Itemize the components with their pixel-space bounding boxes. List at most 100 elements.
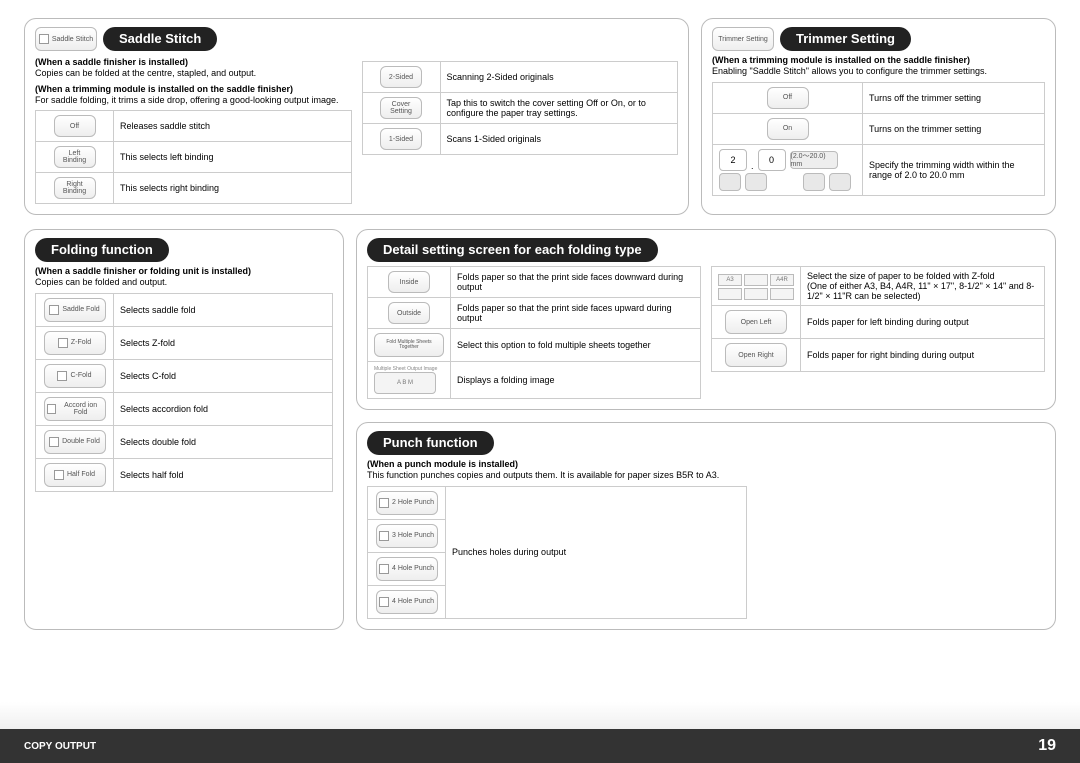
table-row: Accord ion Fold Selects accordion fold (36, 392, 333, 425)
desc: Selects Z-fold (114, 326, 333, 359)
footer-section: COPY OUTPUT (24, 741, 96, 752)
desc: Selects accordion fold (114, 392, 333, 425)
trimmer-off-chip: Off (767, 87, 809, 109)
punch-icon (379, 531, 389, 541)
desc: Select this option to fold multiple shee… (451, 329, 701, 362)
table-row: Z-Fold Selects Z-fold (36, 326, 333, 359)
saddle-stitch-chip: Saddle Stitch (35, 27, 97, 51)
info-icon (39, 34, 49, 44)
desc: Folds paper for right binding during out… (801, 339, 1045, 372)
c-fold-chip: C-Fold (44, 364, 106, 388)
trim-width-widget: 2 . 0 (2.0～20.0) mm (719, 149, 856, 171)
increment-button (829, 173, 851, 191)
note: (When a saddle finisher is installed)Cop… (35, 57, 352, 80)
note: (When a trimming module is installed on … (712, 55, 1045, 78)
1sided-chip: 1-Sided (380, 128, 422, 150)
table-row: A3A4R Select the size of paper to be fol… (712, 267, 1045, 306)
table-row: Open LeftFolds paper for left binding du… (712, 306, 1045, 339)
note: (When a saddle finisher or folding unit … (35, 266, 333, 289)
desc: Folds paper so that the print side faces… (451, 298, 701, 329)
table-row: Half Fold Selects half fold (36, 458, 333, 491)
table-row: InsideFolds paper so that the print side… (368, 267, 701, 298)
page-footer: COPY OUTPUT 19 (0, 729, 1080, 763)
decrement-button (803, 173, 825, 191)
table-row: Outside Folds paper so that the print sid… (368, 298, 701, 329)
chip-label: Saddle Stitch (52, 36, 93, 43)
desc: Select the size of paper to be folded wi… (801, 267, 1045, 306)
punch-function-title: Punch function (367, 431, 494, 455)
trimmer-setting-title: Trimmer Setting (780, 27, 911, 51)
fold-icon (47, 404, 56, 414)
fold-multiple-chip: Fold Multiple Sheets Together (374, 333, 444, 357)
table-row: Saddle FoldSelects saddle fold (36, 293, 333, 326)
saddle-stitch-title: Saddle Stitch (103, 27, 217, 51)
punch-table: 2 Hole PunchPunches holes during output … (367, 486, 747, 619)
trimmer-on-chip: On (767, 118, 809, 140)
3hole-punch-chip: 3 Hole Punch (376, 524, 438, 548)
page-number: 19 (1038, 737, 1056, 755)
detail-right-table: A3A4R Select the size of paper to be fol… (711, 266, 1045, 372)
punch-icon (379, 564, 389, 574)
fold-icon (49, 305, 59, 315)
punch-icon (379, 597, 389, 607)
z-fold-chip: Z-Fold (44, 331, 106, 355)
table-row: Double FoldSelects double fold (36, 425, 333, 458)
decrement-button (719, 173, 741, 191)
row-1: Saddle Stitch Saddle Stitch (When a sadd… (24, 18, 1056, 215)
saddle-right-table: 2-Sided Scanning 2-Sided originals Cover … (362, 61, 679, 155)
2sided-chip: 2-Sided (380, 66, 422, 88)
trimmer-setting-chip: Trimmer Setting (712, 27, 774, 51)
off-chip: Off (54, 115, 96, 137)
left-binding-chip: Left Binding (54, 146, 96, 168)
saddle-fold-chip: Saddle Fold (44, 298, 106, 322)
desc: Releases saddle stitch (114, 111, 352, 142)
row-2: Folding function (When a saddle finisher… (24, 229, 1056, 630)
detail-setting-title: Detail setting screen for each folding t… (367, 238, 658, 262)
desc: Selects C-fold (114, 359, 333, 392)
desc: This selects left binding (114, 142, 352, 173)
desc: Selects half fold (114, 458, 333, 491)
table-row: Off Turns off the trimmer setting (713, 82, 1045, 113)
table-row: 2 . 0 (2.0～20.0) mm Spe (713, 144, 1045, 195)
desc: Specify the trimming width within the ra… (863, 144, 1045, 195)
table-row: Cover SettingTap this to switch the cove… (362, 93, 678, 124)
note: (When a trimming module is installed on … (35, 84, 352, 107)
fold-icon (49, 437, 59, 447)
desc: Selects double fold (114, 425, 333, 458)
trimmer-table: Off Turns off the trimmer setting On Turns… (712, 82, 1045, 196)
increment-button (745, 173, 767, 191)
desc: Displays a folding image (451, 362, 701, 399)
inside-chip: Inside (388, 271, 430, 293)
desc: Scanning 2-Sided originals (440, 62, 678, 93)
saddle-left-table: Off Releases saddle stitch Left Binding Th… (35, 110, 352, 204)
table-row: C-Fold Selects C-fold (36, 359, 333, 392)
desc: This selects right binding (114, 173, 352, 204)
folding-image-preview: A B M (374, 372, 436, 394)
table-row: Multiple Sheet Output Image A B M Displa… (368, 362, 701, 399)
fold-icon (57, 371, 67, 381)
folding-function-card: Folding function (When a saddle finisher… (24, 229, 344, 630)
folding-table: Saddle FoldSelects saddle fold Z-Fold Sel… (35, 293, 333, 492)
open-right-chip: Open Right (725, 343, 787, 367)
desc: Turns on the trimmer setting (863, 113, 1045, 144)
4hole-punch-chip: 4 Hole Punch (376, 557, 438, 581)
trim-val2: 0 (758, 149, 786, 171)
punch-icon (379, 498, 389, 508)
4hole-punch-chip-2: 4 Hole Punch (376, 590, 438, 614)
accordion-fold-chip: Accord ion Fold (44, 397, 106, 421)
right-binding-chip: Right Binding (54, 177, 96, 199)
table-row: Off Releases saddle stitch (36, 111, 352, 142)
outside-chip: Outside (388, 302, 430, 324)
paper-size-selector: A3A4R (718, 274, 794, 286)
img-label: Multiple Sheet Output Image (374, 366, 444, 372)
desc: Turns off the trimmer setting (863, 82, 1045, 113)
detail-left-table: Inside Folds paper so that the print side… (367, 266, 701, 399)
2hole-punch-chip: 2 Hole Punch (376, 491, 438, 515)
punch-function-card: Punch function (When a punch module is i… (356, 422, 1056, 630)
open-left-chip: Open Left (725, 310, 787, 334)
page: Saddle Stitch Saddle Stitch (When a sadd… (0, 0, 1080, 763)
table-row: 2 Hole PunchPunches holes during output (368, 486, 747, 519)
folding-function-title: Folding function (35, 238, 169, 262)
trim-range: (2.0～20.0) mm (790, 151, 838, 169)
half-fold-chip: Half Fold (44, 463, 106, 487)
